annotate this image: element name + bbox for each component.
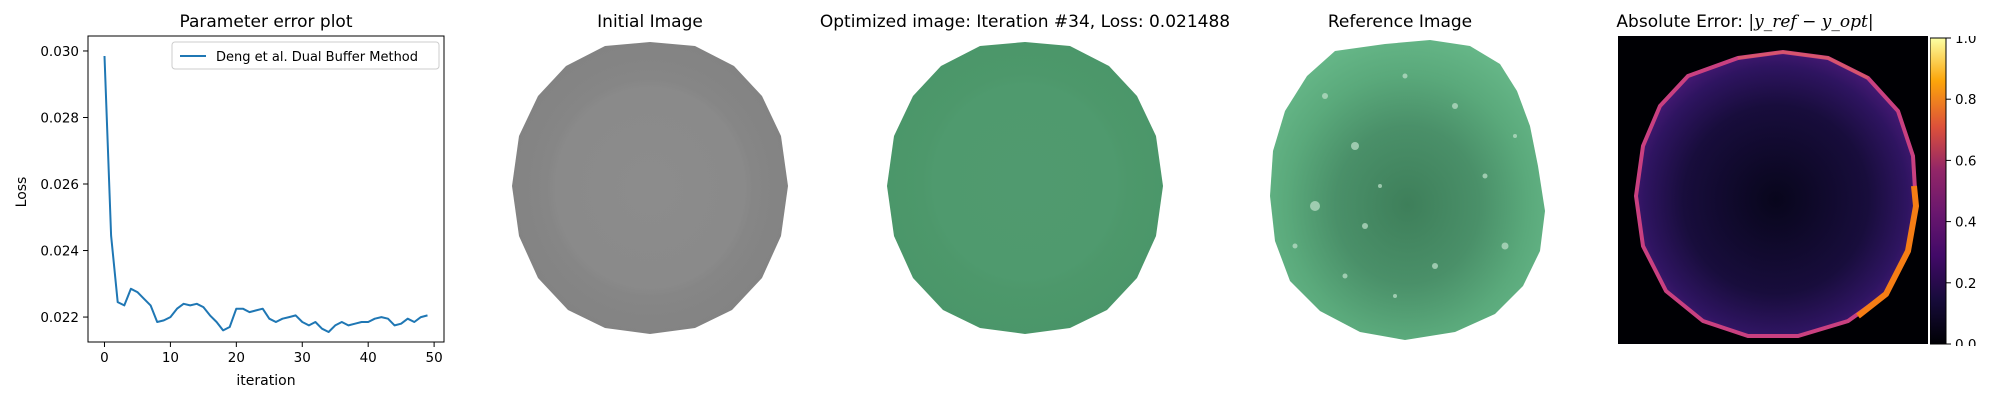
series-line (103, 55, 428, 333)
x-axis-label: iteration (236, 373, 295, 389)
colorbar-gradient (1930, 37, 1947, 345)
x-tick-label: 10 (162, 350, 179, 366)
series-layer (103, 55, 428, 333)
y-tick-label: 0.030 (40, 44, 79, 60)
colorbar-tick-label: 0.4 (1955, 215, 1976, 231)
optimized-image-title: Optimized image: Iteration #34, Loss: 0.… (819, 12, 1231, 32)
reference-image (1270, 40, 1545, 340)
legend-label: Deng et al. Dual Buffer Method (216, 50, 418, 65)
error-title-math: |y_ref − y_opt| (1748, 12, 1874, 32)
legend-box (171, 41, 440, 70)
loss-line-chart: 0 10 20 30 40 50 0.022 0.024 0.026 0.028 0.030 Den… (14, 35, 445, 389)
absolute-error-image (1618, 36, 1928, 344)
colorbar-tick-label: 0.0 (1955, 337, 1976, 346)
initial-image (512, 42, 788, 334)
error-title-prefix: Absolute Error: (1616, 12, 1749, 32)
reference-image-title: Reference Image (1327, 12, 1473, 32)
chart-title: Parameter error plot (179, 12, 353, 32)
y-tick-label: 0.022 (40, 310, 79, 326)
x-tick-label: 50 (426, 350, 443, 366)
x-tick-label: 40 (360, 350, 377, 366)
plot-frame (87, 35, 445, 343)
legend: Deng et al. Dual Buffer Method (171, 41, 440, 70)
error-image-title: Absolute Error: |y_ref − y_opt| (1580, 12, 1910, 32)
colorbar-tick-label: 1.0 (1955, 36, 1976, 47)
optimized-image (887, 42, 1163, 334)
error-rim-top (1737, 50, 1869, 80)
y-tick-label: 0.028 (40, 110, 79, 126)
colorbar-tick-label: 0.6 (1955, 153, 1976, 169)
x-tick-label: 0 (100, 350, 109, 366)
axes-layer: 0 10 20 30 40 50 0.022 0.024 0.026 0.028 0.030 (40, 35, 445, 366)
x-tick-label: 20 (228, 350, 245, 366)
error-disc (1636, 52, 1916, 336)
error-rim-hot (1856, 185, 1920, 319)
initial-image-title: Initial Image (597, 12, 703, 32)
colorbar-tick-label: 0.8 (1955, 92, 1976, 108)
colorbar: 0.0 0.2 0.4 0.6 0.8 1.0 (1930, 36, 1976, 346)
y-tick-label: 0.026 (40, 177, 79, 193)
initial-disc (512, 42, 788, 334)
colorbar-ticks: 0.0 0.2 0.4 0.6 0.8 1.0 (1946, 36, 1976, 346)
y-tick-label: 0.024 (40, 244, 79, 260)
y-axis-label: Loss (14, 177, 30, 208)
colorbar-tick-label: 0.2 (1955, 276, 1976, 292)
x-tick-label: 30 (294, 350, 311, 366)
optimized-disc (887, 42, 1163, 334)
reference-speckles (1292, 73, 1517, 298)
reference-disc (1270, 40, 1545, 340)
